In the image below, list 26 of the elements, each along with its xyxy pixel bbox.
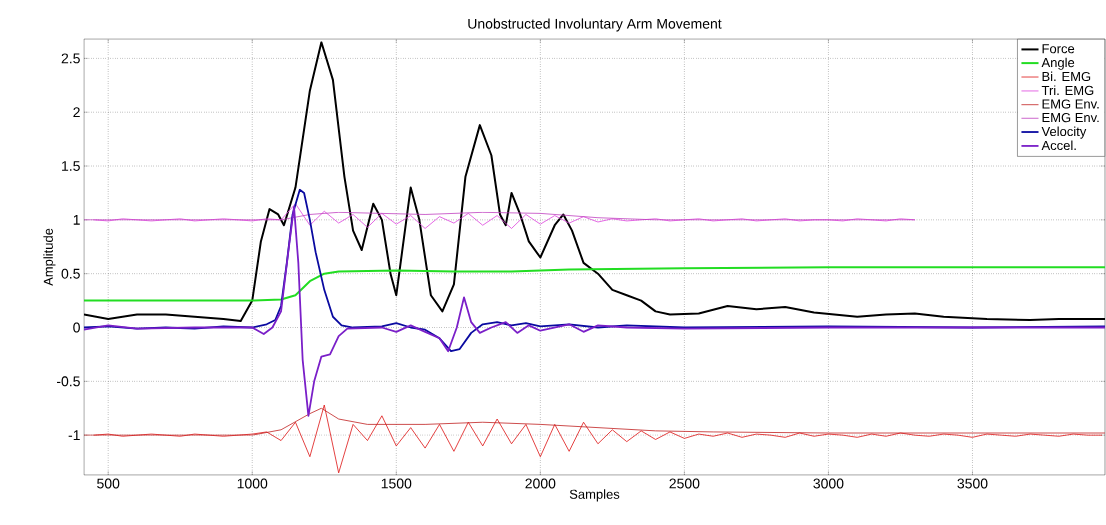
legend-label: Bi. EMG (1042, 71, 1091, 82)
y-tick-label: 2 (73, 107, 80, 118)
x-tick-label: 1500 (381, 478, 412, 489)
legend-label: EMG Env. (1042, 99, 1099, 109)
y-tick-label: 1.5 (62, 161, 80, 171)
y-tick-label: 0.5 (61, 268, 80, 279)
chart-title: Unobstructed Involuntary Arm Movement (468, 18, 722, 32)
y-axis-title: Amplitude (43, 228, 56, 286)
legend-label: Angle (1041, 57, 1075, 70)
y-tick-label: 0 (73, 322, 80, 333)
legend-label: Force (1042, 44, 1075, 54)
y-tick-label: 2.5 (61, 53, 80, 64)
x-tick-label: 500 (97, 478, 120, 489)
x-tick-label: 2000 (525, 478, 556, 489)
legend-label: Velocity (1041, 126, 1087, 139)
legend-label: Accel. (1041, 140, 1076, 151)
y-tick-label: -0.5 (56, 376, 80, 387)
x-axis-title: Samples (569, 489, 620, 502)
legend-label: Tri. EMG (1041, 85, 1094, 96)
y-tick-label: -1 (68, 430, 80, 440)
x-tick-label: 1000 (237, 478, 268, 489)
y-tick-label: 1 (73, 215, 80, 225)
x-tick-label: 3000 (813, 478, 844, 489)
legend-label: EMG Env. (1042, 112, 1099, 123)
x-tick-label: 2500 (669, 478, 700, 489)
x-tick-label: 3500 (957, 478, 988, 489)
